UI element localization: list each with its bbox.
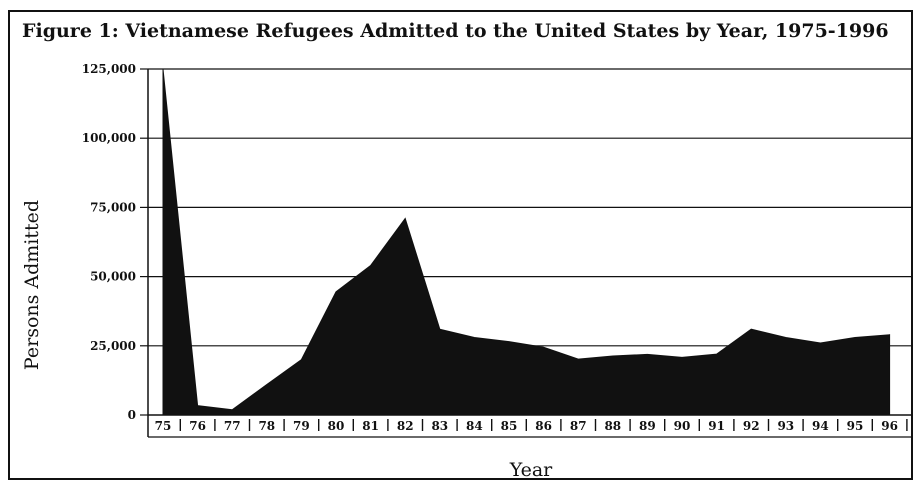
x-tick-label: 93 (777, 419, 794, 433)
x-tick-labels: 75 76 77 78 79 80 81 82 83 84 85 86 87 88 89 90 91 92 93 94… (155, 419, 908, 433)
axes (147, 69, 912, 438)
y-tick-label: 75,000 (90, 200, 136, 214)
y-tick-label: 100,000 (82, 131, 136, 145)
x-tick-label: 82 (397, 419, 414, 433)
x-tick-label: 86 (535, 419, 552, 433)
x-tick-label: 91 (708, 419, 725, 433)
x-tick-label: 90 (674, 419, 691, 433)
x-tick-label: 87 (570, 419, 587, 433)
gridlines (148, 68, 912, 347)
x-tick-label: 79 (293, 419, 310, 433)
y-tick-label: 50,000 (90, 270, 136, 284)
x-tick-label: 80 (328, 419, 345, 433)
x-tick-label: 77 (224, 419, 241, 433)
y-tick-label: 25,000 (90, 339, 136, 353)
x-tick-label: 85 (501, 419, 518, 433)
y-tick-label: 0 (128, 408, 136, 422)
x-tick-label: 89 (639, 419, 656, 433)
x-tick-label: 88 (604, 419, 621, 433)
y-tick-label: 125,000 (82, 62, 136, 76)
x-tick-label: 75 (155, 419, 172, 433)
x-tick-label: 83 (431, 419, 448, 433)
y-tick-labels: 0 25,000 50,000 75,000 100,000 125,000 (82, 62, 148, 422)
x-tick-label: 76 (189, 419, 206, 433)
x-axis-title: Year (509, 459, 553, 481)
x-tick-label: 95 (847, 419, 864, 433)
x-tick-label: 92 (743, 419, 760, 433)
area-series (162, 68, 891, 416)
x-tick-label: 78 (258, 419, 275, 433)
x-tick-label: 96 (881, 419, 898, 433)
x-tick-label: 94 (812, 419, 829, 433)
x-tick-label: 81 (362, 419, 379, 433)
y-axis-title: Persons Admitted (21, 200, 43, 370)
x-tick-label: 84 (466, 419, 483, 433)
area-layer (162, 68, 891, 416)
chart-title: Figure 1: Vietnamese Refugees Admitted t… (22, 20, 889, 42)
